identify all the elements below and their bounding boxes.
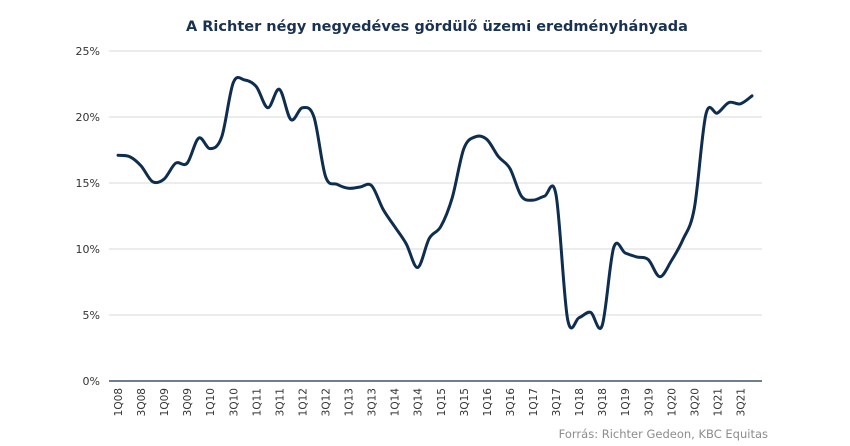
x-tick-label: 1Q21 bbox=[712, 388, 724, 416]
x-tick-label: 3Q08 bbox=[136, 388, 148, 416]
grid-lines bbox=[109, 50, 762, 316]
x-tick-label: 3Q13 bbox=[367, 388, 379, 416]
x-tick-label: 3Q20 bbox=[689, 388, 701, 416]
x-tick-label: 3Q12 bbox=[320, 388, 332, 416]
y-tick-label: 10% bbox=[76, 243, 100, 256]
source-note: Forrás: Richter Gedeon, KBC Equitas bbox=[559, 427, 768, 441]
x-tick-label: 1Q13 bbox=[344, 388, 356, 416]
x-tick-label: 3Q21 bbox=[735, 388, 747, 416]
x-tick-label: 1Q15 bbox=[436, 388, 448, 416]
x-tick-label: 3Q17 bbox=[551, 388, 563, 416]
x-tick-label: 1Q09 bbox=[159, 388, 171, 416]
x-tick-label: 3Q16 bbox=[505, 388, 517, 417]
x-tick-label: 3Q18 bbox=[597, 388, 609, 416]
x-tick-label: 1Q19 bbox=[620, 388, 632, 416]
x-tick-label: 3Q11 bbox=[274, 388, 286, 416]
y-tick-label: 25% bbox=[76, 45, 100, 58]
y-axis-ticks: 0% 5% 10% 15% 20% 25% bbox=[76, 45, 100, 388]
x-tick-label: 1Q16 bbox=[482, 388, 494, 417]
y-tick-label: 15% bbox=[76, 177, 100, 190]
series-line bbox=[116, 76, 754, 330]
x-tick-label: 3Q09 bbox=[182, 388, 194, 416]
x-tick-label: 1Q17 bbox=[528, 388, 540, 416]
x-tick-label: 1Q12 bbox=[297, 388, 309, 416]
x-tick-label: 3Q19 bbox=[643, 388, 655, 416]
x-axis-ticks: 1Q08 3Q08 1Q09 3Q09 1Q10 3Q10 1Q11 3Q11 1Q12 3Q12… bbox=[113, 388, 747, 417]
x-tick-label: 1Q10 bbox=[205, 388, 217, 416]
x-tick-label: 1Q11 bbox=[251, 388, 263, 416]
y-tick-label: 5% bbox=[83, 309, 100, 322]
x-tick-label: 3Q14 bbox=[413, 388, 425, 417]
x-tick-label: 3Q10 bbox=[228, 388, 240, 416]
x-tick-label: 1Q18 bbox=[574, 388, 586, 416]
y-tick-label: 0% bbox=[83, 375, 100, 388]
x-tick-label: 1Q20 bbox=[666, 388, 678, 416]
x-tick-label: 1Q14 bbox=[390, 388, 402, 417]
chart-title: A Richter négy negyedéves gördülő üzemi … bbox=[186, 19, 688, 35]
x-tick-label: 3Q15 bbox=[459, 388, 471, 416]
y-tick-label: 20% bbox=[76, 111, 100, 124]
x-tick-label: 1Q08 bbox=[113, 388, 125, 416]
